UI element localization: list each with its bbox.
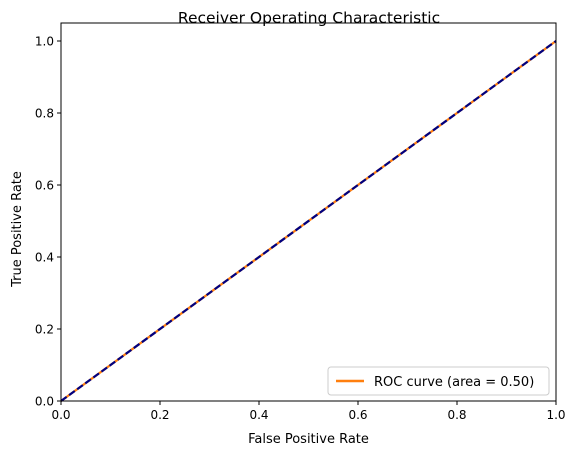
chance-diagonal-line bbox=[60, 40, 557, 402]
y-tick-label: 0.2 bbox=[35, 323, 54, 337]
x-tick-label: 1.0 bbox=[546, 408, 565, 422]
y-tick-label: 1.0 bbox=[35, 35, 54, 49]
y-axis-label: True Positive Rate bbox=[10, 171, 25, 288]
x-tick-label: 0.0 bbox=[51, 408, 70, 422]
plot-area-frame bbox=[60, 22, 557, 402]
chart-title: Receiver Operating Characteristic bbox=[178, 9, 440, 27]
y-tick-label: 0.4 bbox=[35, 251, 54, 265]
y-axis-ticks: 0.0 0.2 0.4 0.6 0.8 1.0 bbox=[35, 35, 61, 409]
legend: ROC curve (area = 0.50) bbox=[327, 366, 550, 396]
x-tick-label: 0.8 bbox=[447, 408, 466, 422]
y-tick-label: 0.0 bbox=[35, 395, 54, 409]
x-tick-label: 0.4 bbox=[249, 408, 268, 422]
x-axis-ticks: 0.0 0.2 0.4 0.6 0.8 1.0 bbox=[51, 401, 566, 422]
y-tick-label: 0.8 bbox=[35, 107, 54, 121]
legend-label-roc: ROC curve (area = 0.50) bbox=[374, 375, 534, 390]
legend-box bbox=[327, 366, 550, 396]
x-axis-label: False Positive Rate bbox=[248, 432, 369, 447]
x-tick-label: 0.6 bbox=[348, 408, 367, 422]
series-layer bbox=[60, 40, 557, 402]
y-tick-label: 0.6 bbox=[35, 179, 54, 193]
x-tick-label: 0.2 bbox=[150, 408, 169, 422]
